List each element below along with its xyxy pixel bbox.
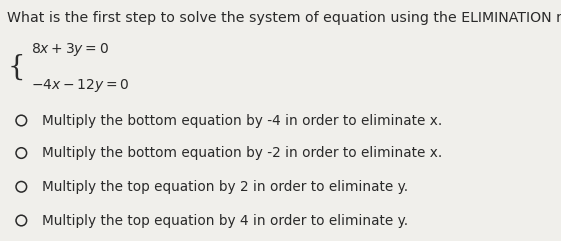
Text: Multiply the top equation by 4 in order to eliminate y.: Multiply the top equation by 4 in order … bbox=[42, 214, 408, 228]
Text: Multiply the top equation by 2 in order to eliminate y.: Multiply the top equation by 2 in order … bbox=[42, 180, 408, 194]
Text: Multiply the bottom equation by -2 in order to eliminate x.: Multiply the bottom equation by -2 in or… bbox=[42, 146, 442, 160]
Text: Multiply the bottom equation by -4 in order to eliminate x.: Multiply the bottom equation by -4 in or… bbox=[42, 114, 442, 127]
Text: {: { bbox=[7, 54, 25, 81]
Text: $8x + 3y = 0$: $8x + 3y = 0$ bbox=[31, 41, 109, 58]
Text: What is the first step to solve the system of equation using the ELIMINATION met: What is the first step to solve the syst… bbox=[7, 11, 561, 25]
Text: $-4x - 12y = 0$: $-4x - 12y = 0$ bbox=[31, 77, 129, 94]
